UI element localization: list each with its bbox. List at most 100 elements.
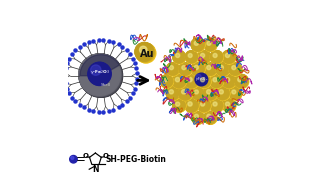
- Circle shape: [216, 87, 229, 100]
- Circle shape: [179, 63, 192, 76]
- Circle shape: [186, 51, 198, 64]
- Circle shape: [222, 74, 235, 88]
- Circle shape: [176, 102, 180, 106]
- Circle shape: [229, 88, 242, 100]
- Circle shape: [136, 43, 156, 63]
- Circle shape: [79, 54, 122, 97]
- Circle shape: [198, 75, 211, 88]
- Circle shape: [204, 39, 217, 51]
- Circle shape: [160, 75, 173, 88]
- Circle shape: [167, 63, 179, 75]
- Circle shape: [235, 75, 249, 88]
- Circle shape: [216, 87, 230, 100]
- Circle shape: [179, 87, 192, 100]
- Circle shape: [185, 51, 197, 63]
- Circle shape: [210, 99, 223, 112]
- Circle shape: [185, 99, 198, 112]
- Circle shape: [167, 63, 179, 75]
- Circle shape: [160, 75, 173, 88]
- Circle shape: [210, 51, 223, 64]
- Text: $\gamma$-Fe$_2$O$_3$: $\gamma$-Fe$_2$O$_3$: [195, 75, 208, 84]
- Circle shape: [172, 74, 186, 88]
- Circle shape: [167, 87, 179, 100]
- Wedge shape: [80, 55, 119, 76]
- Circle shape: [210, 75, 224, 88]
- Circle shape: [229, 87, 241, 99]
- Circle shape: [210, 75, 223, 88]
- Circle shape: [204, 112, 217, 124]
- Circle shape: [167, 63, 179, 76]
- Circle shape: [176, 53, 180, 57]
- Circle shape: [213, 102, 217, 106]
- Circle shape: [173, 51, 186, 64]
- Circle shape: [198, 99, 211, 112]
- Circle shape: [216, 87, 230, 100]
- Circle shape: [219, 90, 223, 94]
- Circle shape: [160, 75, 173, 88]
- Circle shape: [179, 63, 192, 76]
- Circle shape: [192, 87, 204, 100]
- Circle shape: [185, 74, 199, 88]
- Circle shape: [188, 102, 192, 106]
- Circle shape: [204, 39, 216, 51]
- Circle shape: [135, 43, 154, 61]
- Circle shape: [191, 63, 205, 76]
- Circle shape: [173, 51, 185, 63]
- Circle shape: [198, 99, 211, 112]
- Text: N: N: [92, 166, 98, 174]
- Circle shape: [192, 87, 204, 100]
- Circle shape: [225, 77, 230, 82]
- Circle shape: [216, 62, 230, 76]
- Text: SH-PEG-Biotin: SH-PEG-Biotin: [105, 155, 166, 164]
- Circle shape: [229, 87, 242, 100]
- Text: Au: Au: [140, 49, 154, 59]
- Circle shape: [216, 87, 229, 100]
- Circle shape: [204, 63, 216, 75]
- Circle shape: [198, 51, 211, 64]
- Circle shape: [79, 54, 120, 95]
- Circle shape: [172, 74, 186, 88]
- Circle shape: [204, 112, 217, 124]
- Circle shape: [223, 99, 236, 112]
- Circle shape: [210, 50, 223, 63]
- Circle shape: [192, 87, 204, 99]
- Circle shape: [186, 51, 198, 63]
- Circle shape: [223, 99, 236, 112]
- Circle shape: [79, 54, 122, 97]
- Circle shape: [229, 87, 241, 99]
- Circle shape: [203, 87, 217, 100]
- Circle shape: [173, 99, 185, 112]
- Circle shape: [188, 77, 192, 82]
- Circle shape: [167, 87, 180, 100]
- Circle shape: [216, 62, 229, 75]
- Circle shape: [160, 75, 173, 87]
- Circle shape: [235, 75, 248, 88]
- Circle shape: [166, 87, 179, 100]
- Circle shape: [235, 75, 249, 88]
- Circle shape: [192, 112, 204, 124]
- Circle shape: [194, 41, 198, 45]
- Circle shape: [204, 111, 216, 123]
- Circle shape: [135, 43, 154, 62]
- Circle shape: [226, 102, 230, 106]
- Circle shape: [198, 99, 210, 112]
- Circle shape: [185, 99, 198, 112]
- Circle shape: [204, 63, 217, 75]
- Circle shape: [79, 54, 121, 96]
- Circle shape: [204, 39, 217, 51]
- Circle shape: [185, 51, 197, 63]
- Circle shape: [194, 114, 198, 118]
- Circle shape: [179, 87, 192, 100]
- Text: O: O: [102, 153, 109, 159]
- Circle shape: [136, 43, 155, 62]
- Circle shape: [179, 63, 192, 76]
- Circle shape: [186, 51, 198, 63]
- Circle shape: [191, 38, 205, 52]
- Circle shape: [223, 50, 236, 64]
- Circle shape: [173, 75, 186, 88]
- Circle shape: [185, 99, 198, 112]
- Circle shape: [140, 46, 147, 53]
- Circle shape: [192, 112, 204, 124]
- Circle shape: [210, 75, 223, 88]
- Circle shape: [203, 87, 217, 100]
